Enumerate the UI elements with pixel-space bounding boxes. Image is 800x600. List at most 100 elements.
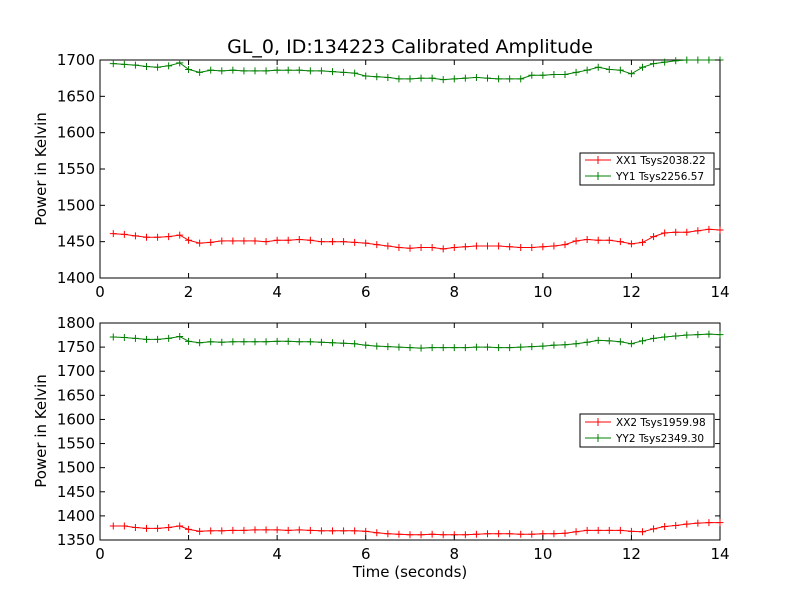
- top-data-point: [229, 66, 237, 74]
- top-data-point: [373, 241, 381, 249]
- bottom-ytick-label: 1350: [57, 531, 95, 549]
- top-data-point: [539, 71, 547, 79]
- bottom-data-point: [154, 524, 162, 532]
- top-data-point: [428, 74, 436, 82]
- top-data-point: [240, 67, 248, 75]
- top-data-point: [450, 75, 458, 83]
- bottom-data-point: [428, 344, 436, 352]
- top-data-point: [683, 228, 691, 236]
- top-data-point: [406, 75, 414, 83]
- top-data-point: [284, 236, 292, 244]
- bottom-data-point: [373, 342, 381, 350]
- bottom-data-point: [240, 338, 248, 346]
- top-data-point: [262, 238, 270, 246]
- bottom-data-point: [395, 343, 403, 351]
- top-series-yy: [109, 56, 724, 84]
- top-data-point: [484, 74, 491, 82]
- bottom-data-point: [295, 526, 303, 534]
- top-data-point: [594, 63, 602, 71]
- top-ytick-label: 1500: [57, 196, 95, 214]
- bottom-data-point: [594, 336, 602, 344]
- bottom-data-point: [650, 525, 658, 533]
- bottom-data-point: [340, 339, 348, 347]
- bottom-data-point: [661, 522, 669, 530]
- top-xtick-label: 8: [450, 283, 460, 301]
- top-data-point: [340, 68, 348, 76]
- top-data-point: [506, 243, 514, 251]
- bottom-xtick-label: 12: [622, 545, 641, 563]
- bottom-data-point: [229, 338, 237, 346]
- bottom-data-point: [472, 530, 480, 538]
- top-data-point: [218, 237, 226, 245]
- top-data-point: [384, 242, 392, 250]
- bottom-data-point: [176, 333, 184, 341]
- bottom-data-point: [694, 519, 702, 527]
- bottom-data-point: [561, 341, 569, 349]
- top-data-point: [639, 238, 646, 246]
- top-plot-series: [109, 56, 724, 253]
- legend-label-xx1: XX1 Tsys2038.22: [616, 155, 706, 167]
- top-data-point: [143, 233, 150, 241]
- bottom-data-point: [120, 333, 128, 341]
- bottom-data-point: [251, 526, 259, 534]
- bottom-data-point: [262, 526, 270, 534]
- top-data-point: [605, 65, 613, 73]
- bottom-data-point: [165, 523, 173, 531]
- bottom-data-point: [528, 343, 536, 351]
- top-data-point: [572, 237, 580, 245]
- top-data-point: [131, 232, 139, 240]
- bottom-data-point: [262, 338, 270, 346]
- top-data-point: [583, 235, 591, 243]
- legend-label-yy1: YY1 Tsys2256.57: [615, 171, 704, 183]
- top-data-point: [251, 237, 259, 245]
- top-data-point: [616, 238, 624, 246]
- bottom-ytick-label: 1400: [57, 507, 95, 525]
- top-data-point: [439, 76, 447, 84]
- bottom-data-point: [154, 335, 162, 343]
- top-data-point: [639, 63, 646, 71]
- bottom-data-point: [417, 344, 425, 352]
- bottom-data-point: [484, 530, 491, 538]
- top-data-point: [384, 73, 392, 81]
- bottom-ytick-label: 1450: [57, 483, 95, 501]
- bottom-data-point: [550, 530, 558, 538]
- bottom-data-point: [461, 531, 469, 539]
- bottom-data-point: [716, 519, 724, 527]
- top-data-point: [605, 236, 613, 244]
- top-data-point: [165, 233, 173, 241]
- bottom-data-point: [284, 337, 292, 345]
- top-data-point: [439, 245, 447, 253]
- top-data-point: [528, 71, 536, 79]
- top-data-point: [594, 236, 602, 244]
- top-data-point: [109, 230, 117, 238]
- bottom-data-point: [196, 527, 204, 535]
- top-data-point: [705, 56, 713, 64]
- top-data-point: [484, 242, 491, 250]
- top-data-point: [395, 243, 403, 251]
- top-data-point: [583, 66, 591, 74]
- bottom-xtick-label: 0: [95, 545, 105, 563]
- bottom-data-point: [351, 340, 359, 348]
- top-data-point: [395, 75, 403, 83]
- bottom-data-point: [572, 340, 580, 348]
- bottom-data-point: [284, 526, 292, 534]
- top-data-point: [672, 57, 680, 65]
- top-ytick-label: 1550: [57, 160, 95, 178]
- bottom-data-point: [484, 343, 491, 351]
- bottom-data-point: [417, 531, 425, 539]
- top-data-point: [185, 65, 193, 73]
- legend-label-yy2: YY2 Tsys2349.30: [615, 433, 704, 445]
- legend-label-xx2: XX2 Tsys1959.98: [616, 417, 706, 429]
- bottom-series-xx: [109, 519, 724, 539]
- bottom-data-point: [450, 344, 458, 352]
- bottom-data-point: [218, 527, 226, 535]
- bottom-data-point: [672, 332, 680, 340]
- top-data-point: [672, 228, 680, 236]
- top-data-point: [251, 67, 259, 75]
- bottom-xtick-label: 2: [184, 545, 194, 563]
- top-data-point: [428, 243, 436, 251]
- top-data-point: [317, 67, 325, 75]
- bottom-xtick-label: 8: [450, 545, 460, 563]
- top-data-point: [340, 238, 348, 246]
